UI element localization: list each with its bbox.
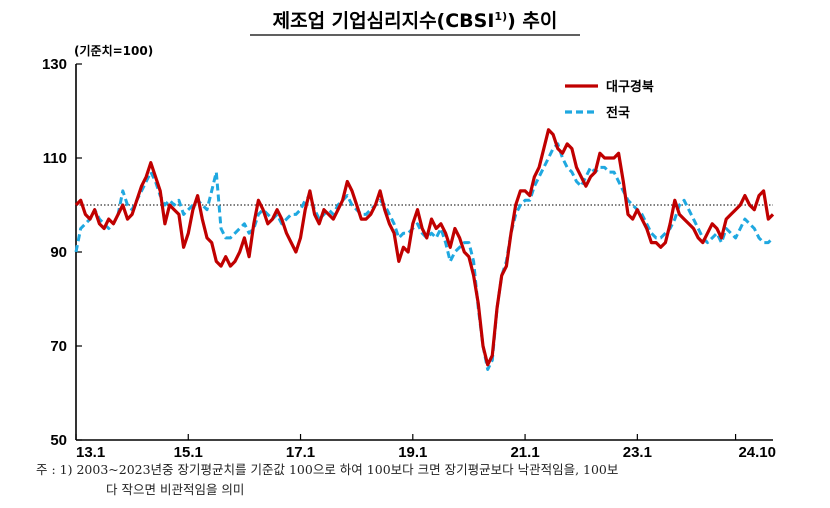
x-tick-label: 23.1	[623, 444, 652, 460]
chart-title: 제조업 기업심리지수(CBSI1)) 추이	[273, 10, 558, 32]
y-tick-label: 90	[50, 244, 67, 261]
y-tick-label: 50	[50, 432, 67, 449]
legend-label-national: 전국	[606, 105, 630, 121]
x-tick-label: 17.1	[286, 444, 315, 460]
footnote-line-2: 다 작으면 비관적임을 의미	[106, 482, 245, 497]
y-tick-label: 70	[50, 338, 67, 355]
x-tick-label: 19.1	[398, 444, 427, 460]
series-line-national	[74, 142, 775, 371]
x-tick-label: 21.1	[510, 444, 539, 460]
x-tick-label: 13.1	[76, 444, 105, 460]
y-tick-label: 110	[43, 150, 67, 167]
x-tick-label: 24.10	[738, 444, 776, 460]
series-line-daegu-gyeongbuk	[74, 128, 775, 367]
axis-layer: 130 110 90 70 50 13.1 15.1 17.1 19.1 21.1 23.1 24.1…	[42, 56, 776, 460]
cbsi-line-chart: 제조업 기업심리지수(CBSI1)) 추이 (기준치=100) 130 110 90…	[42, 10, 776, 460]
legend-label-daegu-gyeongbuk: 대구경북	[606, 79, 654, 95]
unit-label: (기준치=100)	[74, 43, 153, 58]
footnote-line-1: 주 : 1) 2003~2023년중 장기평균치를 기준값 100으로 하여 1…	[36, 462, 619, 477]
footnote: 주 : 1) 2003~2023년중 장기평균치를 기준값 100으로 하여 1…	[36, 460, 816, 500]
x-tick-label: 15.1	[174, 444, 203, 460]
y-tick-label: 130	[42, 56, 67, 73]
series-layer	[74, 128, 775, 371]
